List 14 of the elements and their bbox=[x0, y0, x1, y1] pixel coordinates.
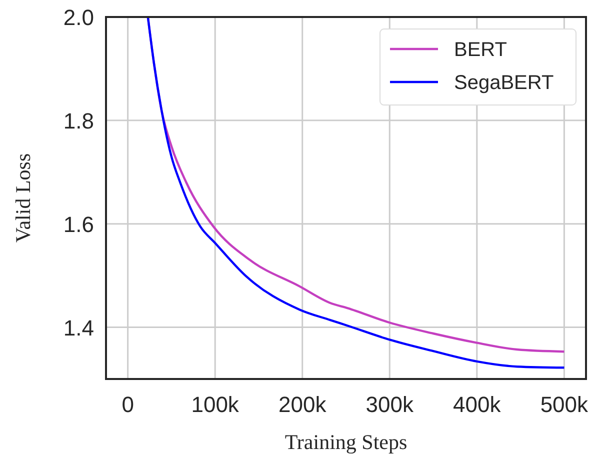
x-tick-label: 500k bbox=[540, 392, 590, 417]
y-axis-title: Valid Loss bbox=[11, 153, 35, 243]
y-tick-label: 1.4 bbox=[63, 315, 94, 340]
x-tick-label: 300k bbox=[366, 392, 414, 417]
y-tick-label: 1.8 bbox=[63, 108, 94, 134]
legend-label: BERT bbox=[454, 39, 507, 61]
x-axis-title: Training Steps bbox=[284, 430, 408, 454]
legend-label: SegaBERT bbox=[454, 72, 554, 94]
x-tick-label: 400k bbox=[453, 392, 502, 417]
y-tick-label: 2.0 bbox=[63, 5, 94, 30]
y-tick-label: 1.6 bbox=[63, 212, 94, 237]
x-tick-label: 200k bbox=[278, 392, 328, 417]
x-tick-label: 0 bbox=[122, 392, 134, 417]
x-tick-label: 100k bbox=[191, 392, 240, 417]
